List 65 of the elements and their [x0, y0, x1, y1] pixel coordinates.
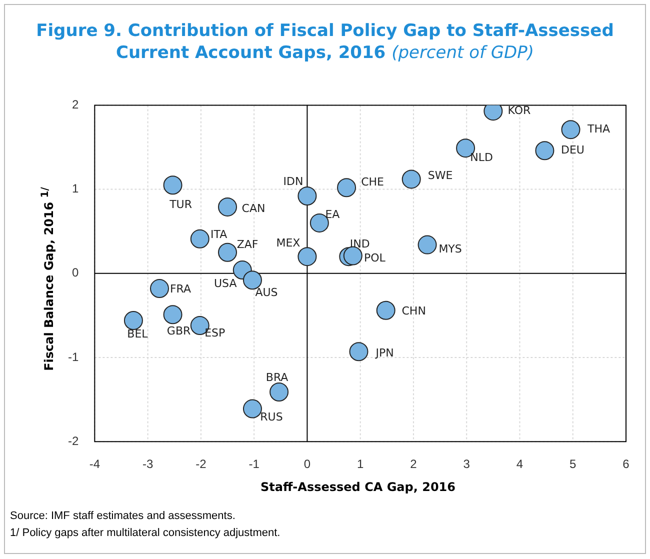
- annotation: NLD: [470, 150, 493, 164]
- annotation: IND: [350, 238, 370, 251]
- annotation: JPN: [374, 346, 394, 360]
- point: [349, 342, 368, 362]
- point: [535, 141, 554, 160]
- point: [298, 186, 317, 206]
- point: [418, 235, 437, 254]
- x-axis-title: Staff-Assessed CA Gap, 2016: [260, 480, 456, 494]
- annotation: SWE: [428, 169, 453, 182]
- annotation: CAN: [242, 202, 266, 215]
- annotation: GBR: [166, 324, 191, 338]
- y-tick-label: 0: [72, 266, 79, 280]
- x-tick-label: -4: [89, 457, 100, 472]
- annotation: ZAF: [236, 238, 258, 252]
- annotation: MYS: [438, 242, 462, 256]
- annotation: RUS: [260, 410, 283, 424]
- point: [298, 247, 317, 266]
- annotation: TUR: [168, 198, 192, 211]
- x-tick-label: -2: [196, 457, 207, 472]
- annotation: KOR: [508, 104, 531, 117]
- source-note: Source: IMF staff estimates and assessments.: [10, 510, 236, 522]
- point: [402, 170, 421, 189]
- y-tick-label: -1: [68, 350, 79, 364]
- y-tick-label: 1: [72, 182, 79, 196]
- point: [150, 279, 169, 298]
- annotation: ESP: [204, 326, 226, 340]
- x-tick-label: 0: [304, 457, 311, 472]
- y-tick-label: -2: [68, 434, 79, 448]
- annotation: FRA: [170, 282, 192, 296]
- x-tick-label: 2: [410, 457, 418, 472]
- y-tick-label: 2: [72, 98, 79, 112]
- x-tick-label: 5: [570, 457, 577, 472]
- text: 1/ Policy gaps after multilateral consistency adjustment.: [10, 527, 280, 539]
- annotation: DEU: [560, 143, 584, 156]
- annotation: THA: [586, 122, 610, 136]
- point: [376, 300, 396, 320]
- point: [242, 399, 262, 418]
- point: [190, 229, 210, 248]
- point: [163, 176, 182, 195]
- annotation: AUS: [255, 286, 278, 299]
- point: [218, 197, 238, 216]
- annotation: ITA: [210, 228, 228, 241]
- x-tick-label: -1: [248, 457, 260, 472]
- annotation: POL: [364, 251, 386, 264]
- point: [218, 242, 238, 262]
- x-tick-label: -3: [142, 457, 154, 472]
- point: [343, 246, 362, 266]
- point: [337, 178, 356, 198]
- annotation: EA: [325, 208, 340, 221]
- x-tick-label: 6: [622, 457, 630, 472]
- annotation: BRA: [266, 370, 289, 384]
- point: [561, 120, 580, 140]
- annotation: MEX: [276, 236, 301, 250]
- annotation: CHN: [402, 304, 426, 318]
- x-tick-label: 1: [356, 457, 364, 472]
- point: [163, 305, 182, 324]
- chart-subtitle: (percent of GDP): [392, 43, 534, 63]
- point: [124, 310, 143, 330]
- annotation: CHE: [361, 175, 384, 188]
- x-tick-label: 3: [463, 457, 470, 472]
- annotation: IDN: [283, 174, 304, 188]
- point: [270, 382, 289, 402]
- x-tick-label: 4: [516, 457, 524, 472]
- annotation: USA: [214, 276, 238, 290]
- annotation: BEL: [127, 327, 149, 340]
